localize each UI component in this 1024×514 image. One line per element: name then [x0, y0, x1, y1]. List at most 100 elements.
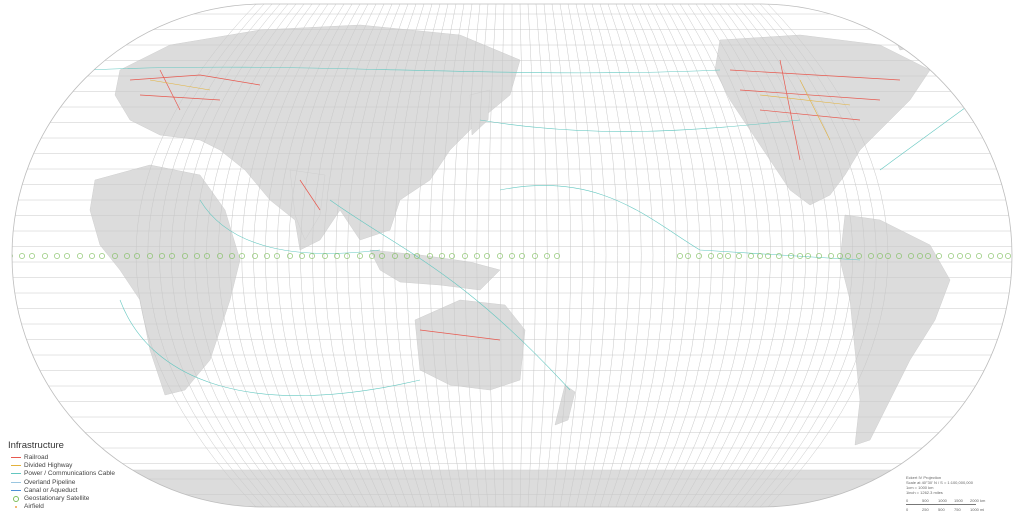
graticule-meridian: [500, 4, 505, 507]
graticule-meridian: [591, 4, 630, 507]
landmass-indonesia: [369, 249, 501, 291]
graticule-meridian: [623, 4, 677, 507]
satellite-marker: [439, 253, 445, 259]
graticule-meridian: [551, 4, 571, 507]
scale-tick: 250: [922, 507, 929, 512]
satellite-marker: [309, 253, 315, 259]
satellite-marker: [77, 253, 83, 259]
satellite-marker: [217, 253, 223, 259]
legend-swatch: [8, 453, 24, 461]
satellite-marker: [182, 253, 188, 259]
satellite-marker: [544, 253, 550, 259]
satellite-marker: [736, 253, 742, 259]
legend-label: Airfield: [24, 503, 44, 511]
satellite-marker: [976, 253, 982, 259]
legend-item: Power / Communications Cable: [8, 470, 208, 478]
satellite-marker: [204, 253, 210, 259]
graticule-meridian: [406, 4, 441, 507]
graticule-meridian: [607, 4, 654, 507]
graticule-meridian: [488, 4, 497, 507]
satellite-marker: [877, 253, 883, 259]
graticule-meridian: [429, 4, 457, 507]
satellite-marker: [449, 253, 455, 259]
legend-item: Overland Pipeline: [8, 478, 208, 486]
satellite-marker: [124, 253, 130, 259]
scale-tick: 1000 mi: [970, 507, 985, 512]
graticule-meridian: [535, 4, 548, 507]
graticule-meridian: [464, 4, 481, 507]
graticule-meridian: [663, 4, 736, 507]
scale-tick: 0: [906, 507, 909, 512]
satellite-marker: [708, 253, 714, 259]
satellite-marker: [554, 253, 560, 259]
graticule-meridian: [476, 4, 489, 507]
graticule-meridian: [417, 4, 449, 507]
satellite-marker: [765, 253, 771, 259]
satellite-marker: [112, 253, 118, 259]
satellite-marker: [936, 253, 942, 259]
projection-line-4: 1inch = 1262.3 miles: [906, 490, 943, 495]
satellite-marker: [957, 253, 963, 259]
legend-swatch: [8, 486, 24, 494]
legend-item: Airfield: [8, 503, 208, 511]
globe-outline: [11, 3, 1013, 508]
satellite-marker: [134, 253, 140, 259]
geostationary-satellite-belt: [12, 253, 1011, 259]
legend-title: Infrastructure: [8, 440, 64, 451]
scale-tick: 500: [922, 498, 929, 503]
graticule-meridian: [543, 4, 560, 507]
graticule-meridian: [453, 4, 473, 507]
landmass-africa: [89, 164, 241, 396]
graticule-meridian: [519, 4, 524, 507]
graticule-meridian: [147, 4, 265, 507]
railroad-network: [129, 59, 901, 341]
graticule-meridian: [639, 4, 701, 507]
graticule-meridian: [382, 4, 425, 507]
satellite-marker: [509, 253, 515, 259]
satellite-marker: [917, 253, 923, 259]
graticule-meridian: [394, 4, 433, 507]
satellite-marker: [845, 253, 851, 259]
satellite-marker: [948, 253, 954, 259]
legend-item: Canal or Aqueduct: [8, 486, 208, 494]
legend-label: Divided Highway: [24, 461, 73, 469]
graticule-meridian: [276, 4, 353, 507]
graticule-meridian: [359, 4, 409, 507]
legend-swatch: [8, 461, 24, 469]
satellite-marker: [484, 253, 490, 259]
satellite-marker: [988, 253, 994, 259]
satellite-marker: [677, 253, 683, 259]
graticule-meridian: [527, 4, 536, 507]
satellite-marker: [748, 253, 754, 259]
landmass-india: [289, 169, 326, 241]
satellite-marker: [828, 253, 834, 259]
satellite-marker: [239, 253, 245, 259]
graticule-meridian: [727, 4, 830, 507]
satellite-marker: [462, 253, 468, 259]
legend-item: Railroad: [8, 453, 208, 461]
graticule-meridian: [743, 4, 853, 507]
graticule-meridian: [615, 4, 665, 507]
satellite-marker: [532, 253, 538, 259]
legend-swatch: [8, 503, 24, 511]
satellite-marker: [414, 253, 420, 259]
graticule-meridian: [735, 4, 842, 507]
satellite-marker: [896, 253, 902, 259]
satellite-marker: [54, 253, 60, 259]
satellite-marker: [427, 253, 433, 259]
satellite-marker: [816, 253, 822, 259]
scale-mi-ticks: 0 250 500 750 1000 mi: [906, 507, 1016, 513]
satellite-marker: [497, 253, 503, 259]
legend-swatch: [8, 478, 24, 486]
legend-swatch: [8, 495, 24, 503]
satellite-marker: [392, 253, 398, 259]
satellite-marker: [717, 253, 723, 259]
satellite-marker: [344, 253, 350, 259]
satellite-marker: [474, 253, 480, 259]
graticule-meridian: [599, 4, 642, 507]
legend-item: Divided Highway: [8, 461, 208, 469]
legend-swatch: [8, 470, 24, 478]
satellite-marker: [696, 253, 702, 259]
legend-label: Overland Pipeline: [24, 478, 76, 486]
